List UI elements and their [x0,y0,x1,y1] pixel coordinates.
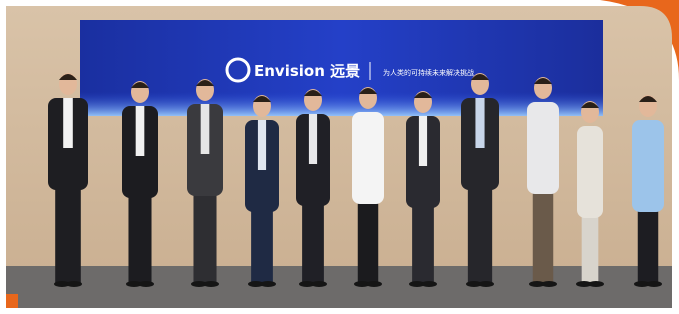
shoe [138,281,154,287]
legs [638,204,658,283]
legs [358,196,378,283]
legs [55,182,81,283]
legs [468,182,492,283]
legs [412,200,434,283]
legs [533,186,553,283]
shirt [136,106,145,156]
legs [128,190,151,283]
photo-scene: Envision 远景 为人类的可持续未来解决挑战 [0,0,679,314]
shoe [66,281,82,287]
shoe [646,281,662,287]
page: Envision photo {"screen": {"brand": "Env… [0,0,679,314]
shoe [588,281,604,287]
photo: Envision 远景 为人类的可持续未来解决挑战 [6,6,672,308]
corner-square [6,294,18,308]
shoe [203,281,219,287]
shoe [260,281,276,287]
shoe [541,281,557,287]
slogan-text: 为人类的可持续未来解决挑战 [383,68,474,77]
legs [251,204,273,283]
legs [582,210,599,283]
legs [193,188,216,283]
shirt [644,120,652,170]
shirt [587,126,593,176]
screen-glow [80,92,603,116]
shirt [539,102,547,152]
shoe [421,281,437,287]
shoe [478,281,494,287]
shirt [364,112,372,162]
shirt [419,116,427,166]
shoe [311,281,327,287]
shirt [63,98,73,148]
floor [6,266,672,308]
shirt [201,104,210,154]
shoe [366,281,382,287]
shirt [475,98,484,148]
brand-text: Envision 远景 [254,62,360,80]
shirt [309,114,317,164]
body: Envision 远景 为人类的可持续未来解决挑战 (() => { const… [0,0,679,314]
shirt [258,120,266,170]
legs [302,198,324,283]
